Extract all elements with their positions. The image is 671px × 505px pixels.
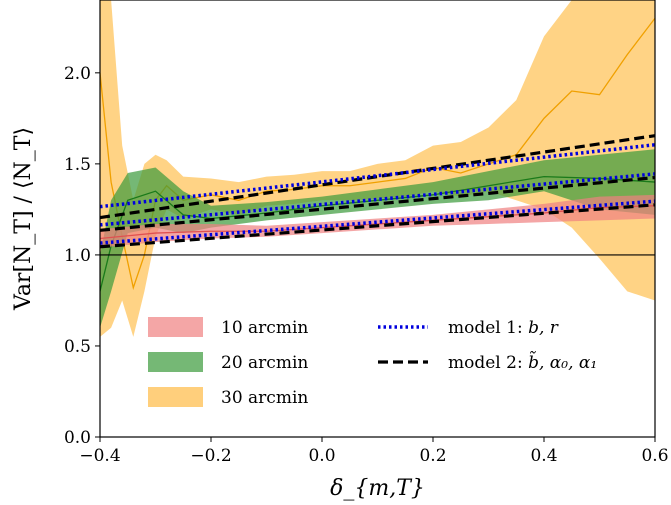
y-tick-label: 1.0 [64, 246, 91, 266]
model-2-line-1 [100, 203, 655, 249]
plot-frame [99, 0, 656, 438]
y-tick-label: 2.0 [64, 64, 91, 84]
legend-label-30-arcmin: 30 arcmin [221, 388, 308, 408]
models-layer [100, 134, 655, 249]
band-30-arcmin [100, 0, 655, 337]
y-tick-label: 0.0 [64, 428, 91, 448]
legend-label-20-arcmin: 20 arcmin [221, 353, 308, 373]
x-tick-label: 0.6 [641, 446, 668, 466]
x-tick-label: 0.0 [308, 446, 335, 466]
band-center-10-arcmin [100, 205, 655, 240]
legend-swatch-20-arcmin [148, 352, 203, 372]
x-tick-label: 0.4 [530, 446, 557, 466]
ticks-layer: −0.4 −0.2 0.0 0.2 0.4 0.6 0.0 0.5 1.0 1.5 2.0 [64, 64, 669, 466]
band-20-arcmin [100, 149, 655, 328]
legend-label-model-1: model 1: b, r [448, 318, 559, 338]
band-10-arcmin [100, 194, 655, 248]
y-tick-label: 0.5 [64, 337, 91, 357]
legend-label-model-2: model 2: b̃, α₀, α₁ [448, 351, 597, 373]
model-2-line-3 [100, 134, 655, 220]
model-1-line-1 [100, 199, 655, 245]
legend-label-10-arcmin: 10 arcmin [221, 318, 308, 338]
x-tick-label: −0.2 [190, 446, 231, 466]
x-axis-label: δ_{m,T} [330, 476, 425, 501]
legend-swatch-10-arcmin [148, 317, 203, 337]
bands-layer [100, 0, 655, 337]
model-2-line-2 [100, 175, 655, 232]
y-axis-label: Var[N_T] / ⟨N_T⟩ [11, 127, 36, 311]
x-tick-label: 0.2 [419, 446, 446, 466]
axis-labels: δ_{m,T} Var[N_T] / ⟨N_T⟩ [11, 127, 425, 501]
band-center-20-arcmin [100, 175, 655, 292]
legend-swatch-30-arcmin [148, 387, 203, 407]
y-tick-label: 1.5 [64, 155, 91, 175]
x-tick-label: −0.4 [79, 446, 120, 466]
legend: 10 arcmin 20 arcmin 30 arcmin model 1: b, r… [148, 317, 597, 408]
axes-layer [99, 0, 656, 438]
model-1-line-2 [100, 172, 655, 227]
